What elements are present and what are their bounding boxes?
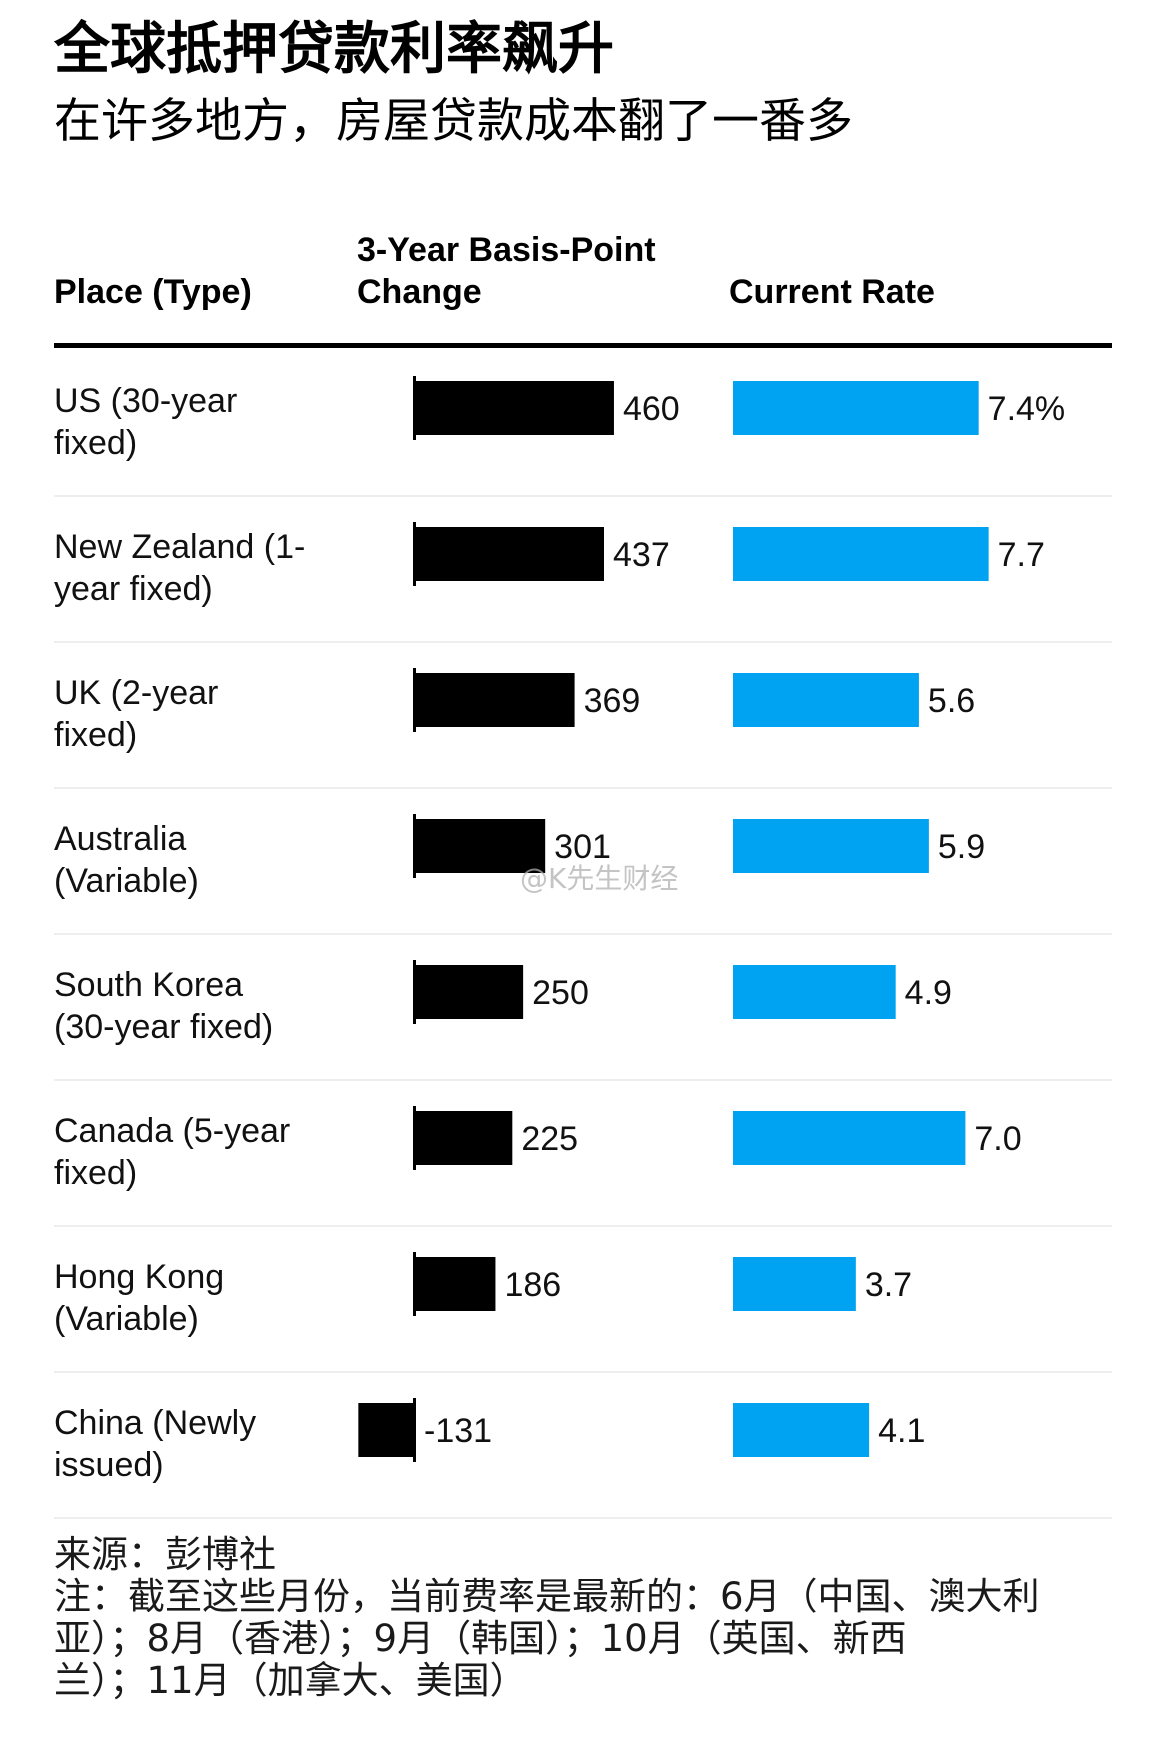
row-divider: [54, 641, 1112, 643]
rate-bar: [733, 527, 989, 581]
change-value-label: 437: [613, 536, 670, 574]
zero-axis-tick: [413, 668, 416, 732]
zero-axis-tick: [413, 814, 416, 878]
category-label-line: South Korea: [54, 966, 243, 1004]
change-bar: [415, 965, 524, 1019]
change-value-label: 225: [521, 1120, 578, 1158]
footer-source: 来源：彭博社: [54, 1533, 276, 1576]
change-bar: [415, 1257, 496, 1311]
change-bar: [415, 1111, 513, 1165]
category-label-line: New Zealand (1-: [54, 528, 305, 566]
category-label-line: fixed): [54, 424, 137, 462]
rate-value-label: 7.0: [974, 1120, 1021, 1158]
zero-axis-tick: [413, 1398, 416, 1462]
rate-value-label: 7.7: [998, 536, 1045, 574]
category-label: Hong Kong (Variable): [54, 1258, 224, 1338]
column-header-place: Place (Type): [54, 273, 252, 311]
row-divider: [54, 495, 1112, 497]
category-label-line: (Variable): [54, 862, 199, 900]
category-label-line: fixed): [54, 1154, 137, 1192]
mortgage-rate-chart: US (30-year fixed) 460 7.4% New Zealand (1- y…: [54, 376, 1112, 1519]
footer-note-line-1: 注：截至这些月份，当前费率是最新的：6月（中国、澳大利: [54, 1575, 1040, 1618]
rate-bar: [733, 819, 929, 873]
row-divider: [54, 787, 1112, 789]
change-bar: [415, 381, 614, 435]
footer-notes: 来源：彭博社 注：截至这些月份，当前费率是最新的：6月（中国、澳大利 亚）；8月…: [54, 1534, 1124, 1702]
category-label: Canada (5-year fixed): [54, 1112, 290, 1192]
watermark: @K先生财经: [520, 862, 678, 895]
category-label: US (30-year fixed): [54, 382, 237, 462]
change-value-label: 250: [532, 974, 589, 1012]
rate-value-label: 3.7: [865, 1266, 912, 1304]
rate-value-label: 5.9: [938, 828, 985, 866]
category-label-line: US (30-year: [54, 382, 237, 420]
header-rule: [54, 343, 1112, 348]
zero-axis-tick: [413, 522, 416, 586]
rate-bar: [733, 673, 919, 727]
chart-subtitle: 在许多地方，房屋贷款成本翻了一番多: [54, 94, 853, 149]
zero-axis-tick: [413, 1106, 416, 1170]
change-bar: [415, 673, 575, 727]
category-label-line: UK (2-year: [54, 674, 218, 712]
column-header-change-line1: 3-Year Basis-Point: [357, 231, 656, 269]
rate-bar: [733, 1257, 856, 1311]
column-header-rate: Current Rate: [729, 273, 935, 311]
chart-title: 全球抵押贷款利率飙升: [54, 17, 614, 82]
row-divider: [54, 1371, 1112, 1373]
row-divider: [54, 933, 1112, 935]
category-label-line: Canada (5-year: [54, 1112, 290, 1150]
change-value-label: -131: [424, 1412, 492, 1450]
category-label: UK (2-year fixed): [54, 674, 218, 754]
change-bar: [415, 819, 546, 873]
row-divider: [54, 1517, 1112, 1519]
row-divider: [54, 1079, 1112, 1081]
category-label-line: (Variable): [54, 1300, 199, 1338]
rate-value-label: 7.4%: [988, 390, 1065, 428]
category-label: China (Newly issued): [54, 1404, 256, 1484]
category-label-line: Australia: [54, 820, 186, 858]
zero-axis-tick: [413, 376, 416, 440]
change-bar: [415, 527, 605, 581]
row-divider: [54, 1225, 1112, 1227]
rate-bar: [733, 1403, 870, 1457]
category-label: New Zealand (1- year fixed): [54, 528, 305, 608]
footer-note-line-3: 兰）；11月（加拿大、美国）: [54, 1659, 527, 1702]
rate-value-label: 4.9: [905, 974, 952, 1012]
column-header-change: 3-Year Basis-Point Change: [357, 229, 656, 313]
rate-bar: [733, 381, 979, 435]
change-value-label: 369: [584, 682, 641, 720]
zero-axis-tick: [413, 1252, 416, 1316]
rate-value-label: 5.6: [928, 682, 975, 720]
rate-bar: [733, 1111, 966, 1165]
rate-value-label: 4.1: [878, 1412, 925, 1450]
category-label-line: fixed): [54, 716, 137, 754]
rate-bar: [733, 965, 896, 1019]
footer-note-line-2: 亚）；8月（香港）；9月（韩国）；10月（英国、新西: [54, 1617, 907, 1660]
change-bar: [358, 1403, 415, 1457]
category-label-line: year fixed): [54, 570, 213, 608]
zero-axis-tick: [413, 960, 416, 1024]
change-value-label: 301: [554, 828, 611, 866]
change-value-label: 186: [504, 1266, 561, 1304]
category-label-line: Hong Kong: [54, 1258, 224, 1296]
category-label: Australia (Variable): [54, 820, 199, 900]
category-label-line: China (Newly: [54, 1404, 256, 1442]
category-label: South Korea (30-year fixed): [54, 966, 273, 1046]
category-label-line: (30-year fixed): [54, 1008, 273, 1046]
change-value-label: 460: [623, 390, 680, 428]
column-header-change-line2: Change: [357, 273, 482, 311]
category-label-line: issued): [54, 1446, 164, 1484]
